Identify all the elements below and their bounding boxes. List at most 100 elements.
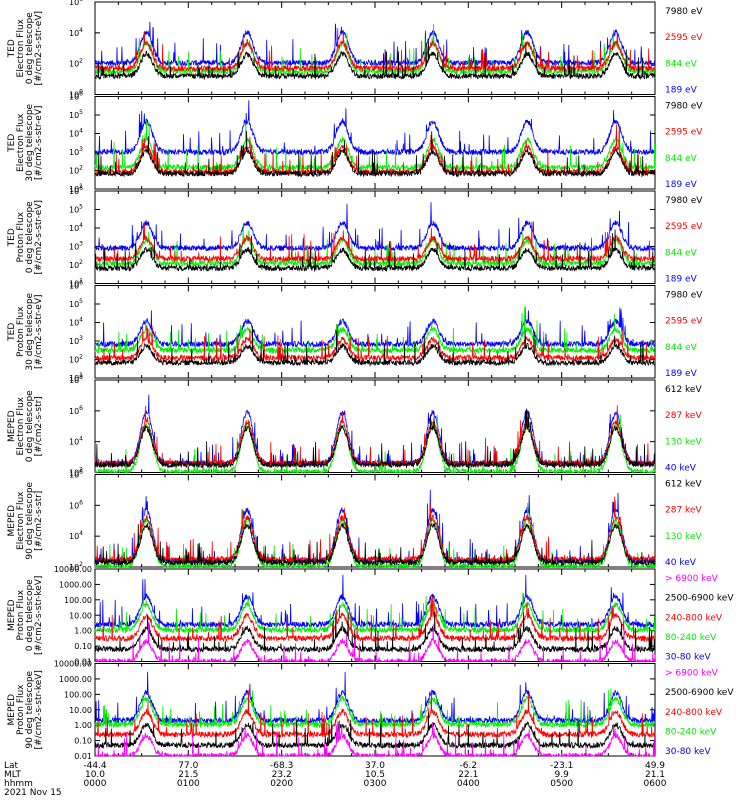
lat-tick-label: -44.4 [83,761,107,771]
legend-entry: 189 eV [665,180,698,190]
time-tick-label: 0400 [457,779,480,789]
y-tick-label: 104 [69,317,83,328]
y-axis-label-line: MEPED [7,505,17,537]
legend-entry: 130 keV [665,532,702,542]
y-axis-label-line: Electron Flux [16,491,26,550]
lat-tick-label: 77.0 [178,761,198,771]
y-axis-label-line: Electron Flux [16,113,26,172]
y-axis-label-line: [#/cm2-s-str-eV] [34,105,44,180]
y-tick-label: 100.00 [64,690,92,699]
x-row-label: Lat [4,761,19,771]
legend-entry: 2500-6900 keV [665,688,734,698]
mlt-tick-label: 10.5 [365,770,385,780]
legend-entry: 7980 eV [665,291,703,301]
y-tick-label: 106 [69,0,83,7]
y-tick-label: 101 [69,278,83,289]
y-axis-label-line: 0 deg telescope [25,579,35,651]
legend-entry: 30-80 keV [665,653,711,663]
legend-entry: 130 keV [665,437,702,447]
legend-entry: 2595 eV [665,222,703,232]
y-tick-label: 103 [69,146,83,157]
series-line-blue [94,100,656,157]
series-line-red [94,689,656,739]
series-line-black [94,229,656,273]
y-axis-label-line: Proton Flux [16,211,26,262]
legend-entry: 189 eV [665,369,698,379]
y-tick-label: 0.10 [74,737,92,746]
panel-frame [94,663,656,757]
series-line-black [94,517,656,567]
series-line-green [94,306,656,355]
series-line-black [94,611,655,654]
legend-entry: 240-800 keV [665,613,723,623]
legend-entry: > 6900 keV [665,574,719,584]
series-line-black [94,325,656,367]
panel-ted-e-30: 101 102 103 104 105 106 TED Electron Flux 30 deg… [7,91,703,195]
mlt-tick-label: 21.5 [178,770,198,780]
series-line-green [94,592,656,635]
y-tick-label: 105 [69,298,83,309]
legend-entry: 2595 eV [665,317,703,327]
panel-meped-p-0: 0.01 0.10 1.00 10.00 100.00 1000.00 10000.00 ME… [7,565,734,667]
y-tick-label: 102 [69,58,83,69]
legend-entry: 844 eV [665,154,698,164]
y-axis-label-line: 30 deg telescope [25,103,35,181]
series-line-black [94,408,656,469]
y-tick-label: 102 [69,467,83,478]
time-tick-label: 0500 [550,779,573,789]
y-tick-label: 102 [69,259,83,270]
y-axis-label-line: Electron Flux [16,396,26,455]
y-tick-label: 104 [69,128,83,139]
legend-entry: 844 eV [665,59,698,69]
legend-entry: 2595 eV [665,33,703,43]
legend-entry: 844 eV [665,248,698,258]
legend-entry: 7980 eV [665,196,703,206]
y-tick-label: 108 [69,469,83,480]
y-tick-label: 10000.00 [54,565,92,574]
lat-tick-label: -23.1 [550,761,573,771]
y-axis-label-line: 0 deg telescope [25,390,35,462]
y-tick-label: 1.00 [74,627,92,636]
y-axis-label-line: [#/cm2-s-str] [34,491,44,551]
mlt-tick-label: 22.1 [458,770,478,780]
series-line-magenta [95,621,656,664]
series-line-blue [94,671,656,725]
y-axis-label-line: 90 deg telescope [25,670,35,748]
time-tick-label: 0600 [644,779,667,789]
y-axis-label-line: MEPED [7,599,17,631]
y-tick-label: 10.00 [69,611,92,620]
legend-entry: 189 eV [665,275,698,285]
y-axis-label-line: 0 deg telescope [25,201,35,273]
series-line-black [94,41,656,81]
y-tick-label: 104 [69,530,83,541]
y-axis-label-line: MEPED [7,410,17,442]
y-axis-label-line: Proton Flux [16,684,26,735]
y-axis-label-line: [#/cm2-s-str-keV] [34,576,44,655]
y-axis-label-line: [#/cm2-s-str-eV] [34,200,44,275]
y-tick-label: 100 [69,89,83,100]
legend-entry: 189 eV [665,86,698,96]
y-tick-label: 106 [69,280,83,291]
y-axis-label-line: TED [7,323,17,342]
x-row-label: MLT [4,770,22,780]
legend-entry: 240-800 keV [665,708,723,718]
time-tick-label: 0200 [270,779,293,789]
y-axis-label-line: MEPED [7,694,17,726]
y-axis-label-line: TED [7,39,17,58]
series-line-green [94,414,656,475]
y-tick-label: 106 [69,185,83,196]
y-tick-label: 105 [69,109,83,120]
y-tick-label: 104 [69,436,83,447]
series-line-red [94,221,656,264]
y-tick-label: 104 [69,222,83,233]
y-tick-label: 102 [69,354,83,365]
y-tick-label: 1000.00 [59,580,92,589]
legend-entry: 7980 eV [665,7,703,17]
legend-entry: 844 eV [665,343,698,353]
y-axis-label-line: Proton Flux [16,306,26,357]
y-tick-label: 104 [69,27,83,38]
y-axis-label-line: TED [7,228,17,247]
time-tick-label: 0100 [177,779,200,789]
y-axis-label-line: TED [7,134,17,153]
series-line-black [94,130,656,178]
